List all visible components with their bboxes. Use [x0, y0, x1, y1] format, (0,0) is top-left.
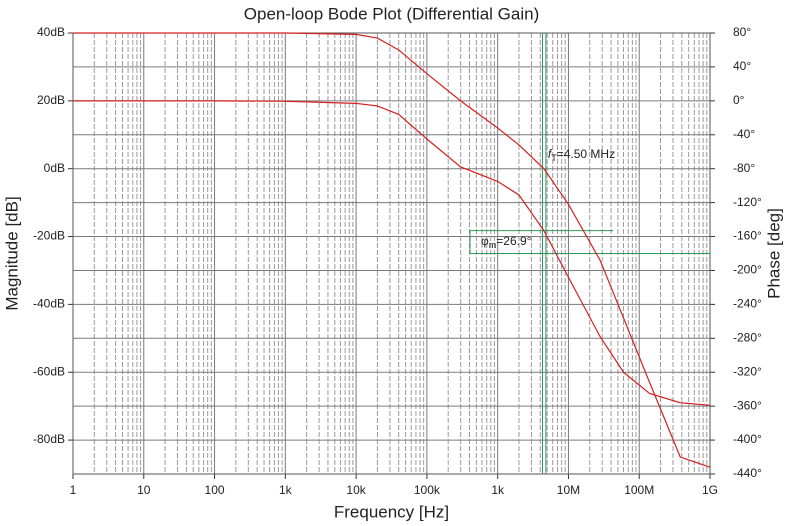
- curve: [73, 100, 711, 406]
- annotation: φm=26.9°: [481, 234, 532, 250]
- y2-tick-label: -280°: [733, 330, 762, 344]
- x-tick-label: 1k: [279, 483, 293, 497]
- y2-tick-label: -40°: [733, 127, 755, 141]
- y2-tick-label: 80°: [733, 25, 751, 39]
- y-tick-label: -80dB: [33, 432, 65, 446]
- annotation-subscript: T: [551, 153, 557, 163]
- y2-tick-label: 0°: [733, 93, 745, 107]
- y2-tick-label: 40°: [733, 59, 751, 73]
- y2-tick-label: -360°: [733, 398, 762, 412]
- y2-tick-label: -320°: [733, 364, 762, 378]
- y2-tick-label: -200°: [733, 263, 762, 277]
- x-tick-label: 10: [137, 483, 151, 497]
- y-tick-label: 20dB: [37, 93, 65, 107]
- x-tick-label: 100M: [624, 483, 654, 497]
- annotation-subscript: m: [489, 240, 497, 250]
- y2-tick-label: -80°: [733, 161, 755, 175]
- y-tick-label: 40dB: [37, 25, 65, 39]
- annotation-symbol: f: [548, 147, 553, 161]
- y2-tick-label: -440°: [733, 466, 762, 480]
- annotation-symbol: φ: [481, 234, 489, 248]
- y-axis-label: Magnitude [dB]: [2, 196, 21, 310]
- x-axis-label: Frequency [Hz]: [334, 502, 449, 521]
- y-tick-label: 0dB: [44, 161, 65, 175]
- x-tick-label: 10M: [557, 483, 580, 497]
- y-tick-label: -20dB: [33, 229, 65, 243]
- y2-tick-label: -240°: [733, 297, 762, 311]
- y2-tick-label: -400°: [733, 432, 762, 446]
- y2-axis-label: Phase [deg]: [764, 208, 783, 299]
- x-tick-label: 1: [70, 483, 77, 497]
- annotation-text: =4.50 MHz: [557, 147, 615, 161]
- x-tick-label: 100k: [414, 483, 441, 497]
- y2-tick-label: -160°: [733, 229, 762, 243]
- chart-title: Open-loop Bode Plot (Differential Gain): [244, 4, 539, 23]
- x-tick-label: 100: [205, 483, 225, 497]
- curve: [73, 32, 711, 468]
- y2-tick-label: -120°: [733, 195, 762, 209]
- x-tick-label: 1k: [491, 483, 505, 497]
- annotation-text: =26.9°: [496, 234, 531, 248]
- y-tick-label: -40dB: [33, 297, 65, 311]
- x-tick-label: 10k: [346, 483, 366, 497]
- y-tick-label: -60dB: [33, 364, 65, 378]
- annotation: fT=4.50 MHz: [548, 147, 615, 163]
- x-tick-label: 1G: [702, 483, 718, 497]
